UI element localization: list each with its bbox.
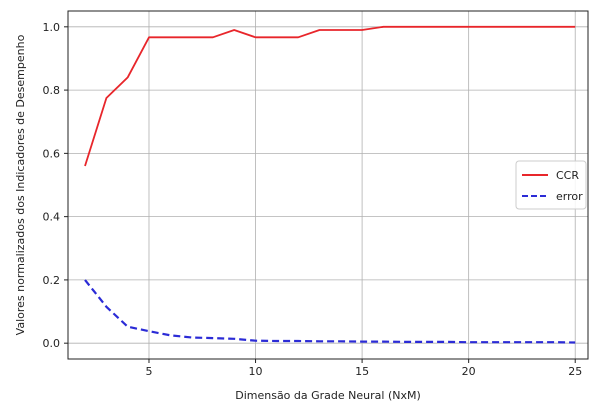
y-tick-label: 1.0 xyxy=(43,21,61,34)
x-tick-label: 25 xyxy=(568,365,582,378)
x-tick-label: 5 xyxy=(145,365,152,378)
plot-frame xyxy=(67,10,589,360)
x-tick-label: 15 xyxy=(355,365,369,378)
x-tick-label: 20 xyxy=(462,365,476,378)
y-tick-label: 0.6 xyxy=(43,147,61,160)
axis-ticks: 5 10 15 20 25 0.0 0.2 0.4 0.6 0.8 1.0 xyxy=(43,21,583,378)
x-tick-label: 10 xyxy=(249,365,263,378)
y-tick-label: 0.2 xyxy=(43,274,61,287)
series-line-error xyxy=(84,279,576,344)
y-axis-label: Valores normalizados dos Indicadores de … xyxy=(14,34,27,335)
y-tick-label: 0.0 xyxy=(43,337,61,350)
series-lines xyxy=(84,25,576,344)
x-axis-label: Dimensão da Grade Neural (NxM) xyxy=(235,389,421,402)
series-line-ccr xyxy=(84,25,576,167)
y-tick-label: 0.4 xyxy=(43,211,61,224)
legend-label-error: error xyxy=(556,190,583,203)
legend: CCR error xyxy=(515,160,587,210)
legend-label-ccr: CCR xyxy=(556,169,579,182)
grid xyxy=(68,11,588,359)
y-tick-label: 0.8 xyxy=(43,84,61,97)
